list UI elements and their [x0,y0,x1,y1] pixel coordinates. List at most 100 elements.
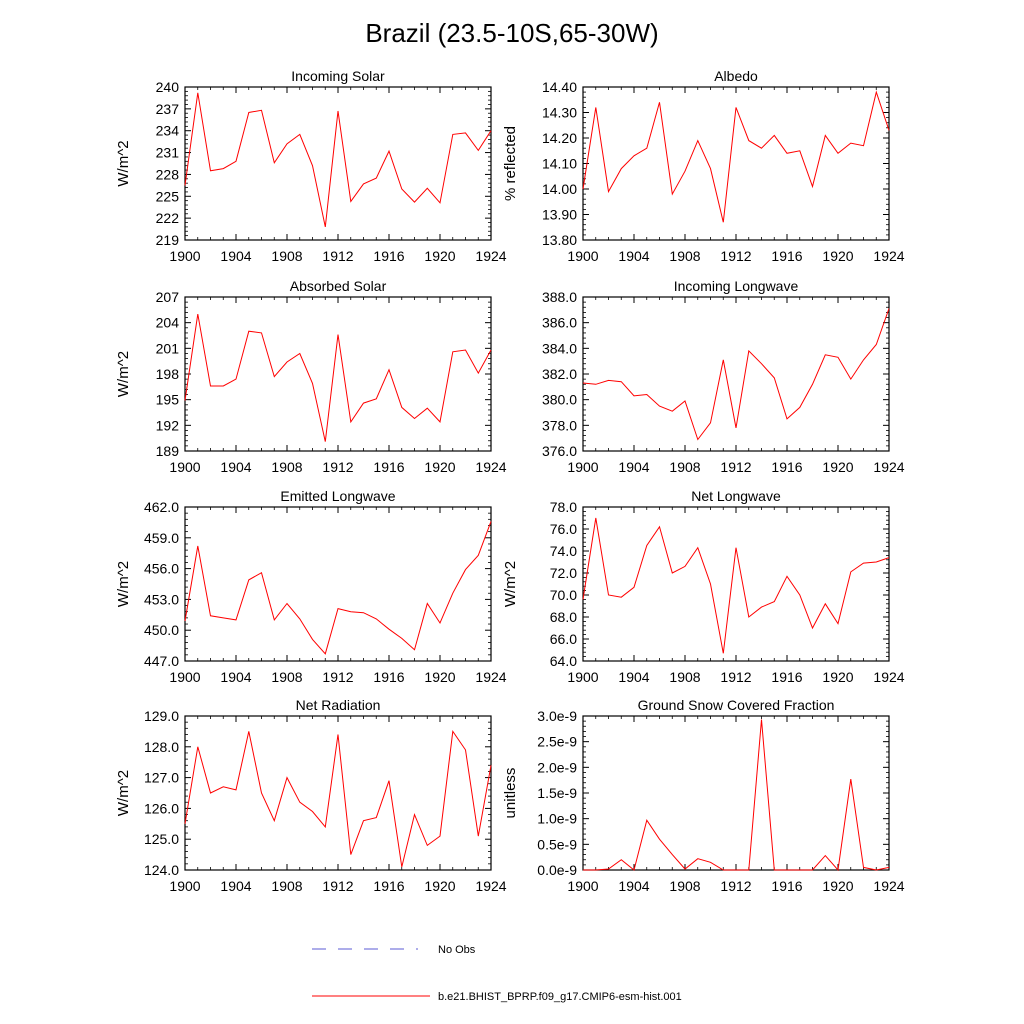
y-tick-label: 125.0 [144,831,179,847]
x-tick-label: 1920 [424,878,455,894]
x-tick-label: 1900 [567,669,598,685]
panel-3: 189 192 195 198 201 204 207 1900 1904 1908 1912 191… [115,278,507,475]
y-axis-label: W/m^2 [115,561,132,607]
legend-obs-label: No Obs [438,944,476,956]
x-tick-label: 1920 [424,459,455,475]
series-line [582,308,890,441]
panel-frame [582,715,890,871]
panel-title: Absorbed Solar [290,278,387,294]
x-tick-label: 1924 [475,248,506,264]
figure-title: Brazil (23.5-10S,65-30W) [365,18,658,48]
x-tick-label: 1904 [220,459,251,475]
y-tick-label: 240 [156,79,180,95]
x-tick-label: 1900 [567,878,598,894]
x-tick-label: 1900 [169,248,200,264]
y-tick-label: 198 [156,366,180,382]
y-tick-label: 3.0e-9 [537,708,577,724]
x-tick-label: 1920 [822,459,853,475]
y-tick-label: 222 [156,210,180,226]
y-tick-label: 376.0 [542,443,577,459]
y-tick-label: 219 [156,232,180,248]
y-tick-label: 14.30 [542,105,577,121]
y-tick-label: 453.0 [144,591,179,607]
y-tick-label: 388.0 [542,289,577,305]
y-tick-label: 207 [156,289,180,305]
x-tick-label: 1924 [475,459,506,475]
x-tick-label: 1920 [822,878,853,894]
x-tick-label: 1908 [271,459,302,475]
series-line [582,517,890,654]
x-tick-label: 1924 [873,459,904,475]
y-tick-label: 14.10 [542,156,577,172]
panel-8: 0.0e-9 0.5e-9 1.0e-9 1.5e-9 2.0e-9 2.5e-9 3.0e… [502,697,905,894]
y-tick-label: 0.0e-9 [537,862,577,878]
x-tick-label: 1900 [169,878,200,894]
y-tick-label: 129.0 [144,708,179,724]
x-tick-label: 1916 [771,459,802,475]
x-tick-label: 1916 [771,878,802,894]
y-tick-label: 195 [156,392,180,408]
x-tick-label: 1916 [373,248,404,264]
series-line [184,92,492,228]
series-line [184,521,492,655]
y-tick-label: 68.0 [550,609,577,625]
y-tick-label: 2.0e-9 [537,759,577,775]
x-tick-label: 1912 [720,878,751,894]
y-tick-label: 1.5e-9 [537,785,577,801]
y-tick-label: 192 [156,417,180,433]
x-tick-label: 1920 [822,669,853,685]
panel-5: 447.0 450.0 453.0 456.0 459.0 462.0 1900 1904 19… [115,488,507,685]
panel-7: 124.0 125.0 126.0 127.0 128.0 129.0 1900 1904 19… [115,697,507,894]
x-tick-label: 1920 [424,669,455,685]
y-tick-label: 72.0 [550,565,577,581]
y-tick-label: 456.0 [144,561,179,577]
panel-frame [184,86,492,241]
y-tick-label: 228 [156,166,180,182]
x-tick-label: 1912 [322,669,353,685]
y-tick-label: 14.40 [542,79,577,95]
y-tick-label: 66.0 [550,631,577,647]
x-tick-label: 1900 [169,669,200,685]
series-line [184,314,492,442]
y-tick-label: 234 [156,123,180,139]
x-tick-label: 1904 [220,878,251,894]
y-axis-label: unitless [502,768,519,819]
panel-frame [582,506,890,662]
x-tick-label: 1904 [220,248,251,264]
x-tick-label: 1924 [873,878,904,894]
x-tick-label: 1908 [669,669,700,685]
panel-6: 64.0 66.0 68.0 70.0 72.0 74.0 76.0 78.0 1900 1904… [502,488,905,685]
y-tick-label: 462.0 [144,499,179,515]
y-tick-label: 64.0 [550,653,577,669]
panel-title: Net Radiation [296,697,381,713]
x-tick-label: 1904 [618,459,649,475]
x-tick-label: 1912 [322,248,353,264]
y-tick-label: 201 [156,340,180,356]
y-tick-label: 0.5e-9 [537,836,577,852]
x-tick-label: 1916 [373,459,404,475]
y-axis-label: W/m^2 [502,561,519,607]
y-tick-label: 13.80 [542,232,577,248]
panel-frame [184,506,492,662]
y-tick-label: 14.20 [542,130,577,146]
x-tick-label: 1908 [669,248,700,264]
x-tick-label: 1912 [720,248,751,264]
y-tick-label: 225 [156,188,180,204]
series-line [583,719,890,872]
panel-frame [184,296,492,452]
panel-title: Emitted Longwave [280,488,395,504]
x-tick-label: 1924 [873,669,904,685]
x-tick-label: 1908 [669,459,700,475]
x-tick-label: 1904 [618,248,649,264]
y-tick-label: 447.0 [144,653,179,669]
y-tick-label: 386.0 [542,315,577,331]
y-tick-label: 127.0 [144,770,179,786]
y-axis-label: W/m^2 [115,770,132,816]
y-axis-label: W/m^2 [115,140,132,186]
x-tick-label: 1904 [618,669,649,685]
x-tick-label: 1908 [271,248,302,264]
x-tick-label: 1912 [322,459,353,475]
y-tick-label: 378.0 [542,417,577,433]
y-tick-label: 231 [156,145,180,161]
y-tick-label: 459.0 [144,530,179,546]
